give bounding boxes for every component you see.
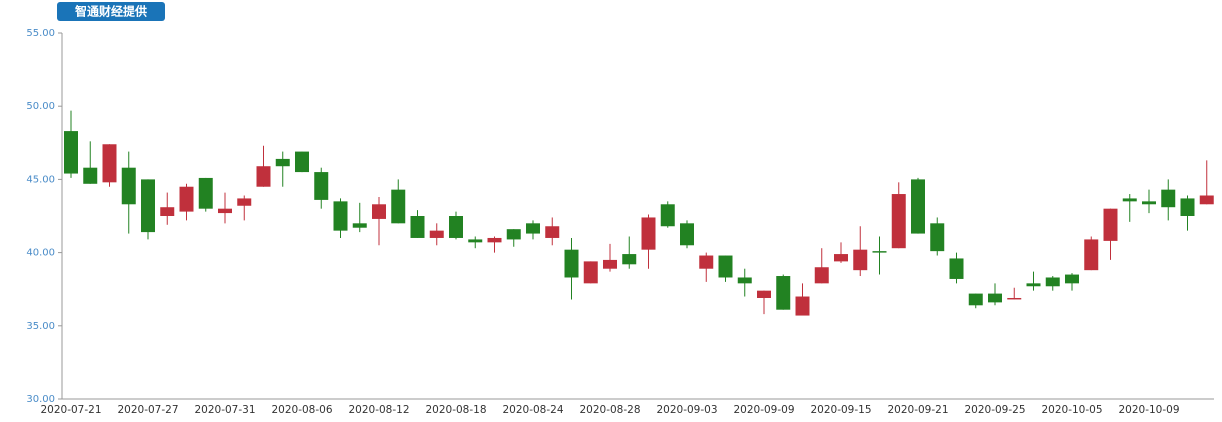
candle-body <box>275 158 290 167</box>
candle-body <box>660 204 675 227</box>
candle-body <box>891 194 906 249</box>
x-tick-label: 2020-07-31 <box>194 404 255 416</box>
candle-body <box>603 259 617 269</box>
candle-body <box>256 166 271 187</box>
candle-body <box>102 144 117 183</box>
y-tick-label: 35.00 <box>26 321 55 332</box>
candle-body <box>429 230 444 238</box>
x-tick-label: 2020-09-03 <box>656 404 717 416</box>
candle-body <box>1007 297 1022 300</box>
candle-body <box>295 151 309 173</box>
x-tick-label: 2020-07-27 <box>117 404 178 416</box>
candle-body <box>372 204 386 219</box>
candle-body <box>1122 198 1137 202</box>
candle-body <box>506 229 521 240</box>
candle-body <box>872 251 887 253</box>
y-tick-label: 55.00 <box>26 28 55 39</box>
y-tick-label: 40.00 <box>26 248 55 259</box>
candle-body <box>1161 189 1176 208</box>
candle-body <box>64 131 78 174</box>
y-tick-label: 30.00 <box>26 394 55 405</box>
candle-body <box>622 254 637 265</box>
candle-body <box>776 276 791 310</box>
candle-body <box>1045 277 1060 287</box>
candle-body <box>198 177 213 209</box>
candle-body <box>834 254 848 262</box>
x-tick-label: 2020-09-15 <box>810 404 871 416</box>
candle-body <box>179 186 194 212</box>
candle-body <box>237 198 252 206</box>
y-tick-label: 50.00 <box>26 101 55 112</box>
candle-body <box>160 207 175 216</box>
candle-body <box>487 237 502 243</box>
candle-body <box>1180 198 1195 216</box>
candle-body <box>814 267 829 284</box>
x-tick-label: 2020-10-09 <box>1118 404 1179 416</box>
x-tick-label: 2020-08-12 <box>348 404 409 416</box>
candle-body <box>1103 208 1118 241</box>
candle-body <box>583 261 598 284</box>
candle-body <box>911 179 925 234</box>
candle-body <box>1065 274 1079 284</box>
candle-body <box>1199 195 1214 205</box>
candle-body <box>218 208 232 214</box>
x-tick-label: 2020-10-05 <box>1041 404 1102 416</box>
candle-body <box>391 189 406 224</box>
candle-body <box>680 223 694 246</box>
x-tick-label: 2020-07-21 <box>40 404 101 416</box>
candle-body <box>449 216 463 238</box>
candle-body <box>314 172 329 200</box>
candle-body <box>333 201 348 231</box>
candle-body <box>641 217 656 250</box>
candle-body <box>545 226 560 238</box>
candle-body <box>526 223 540 234</box>
candle-body <box>564 249 579 278</box>
candle-body <box>121 167 136 205</box>
candle-body <box>699 255 714 269</box>
candle-body <box>1142 201 1156 205</box>
candle-body <box>795 296 810 316</box>
candle-body <box>468 239 483 243</box>
x-tick-label: 2020-08-18 <box>425 404 486 416</box>
badge: 智通财经提供 <box>74 4 147 19</box>
candle-body <box>968 293 983 306</box>
candle-body <box>853 249 868 271</box>
candle-body <box>930 223 945 252</box>
x-tick-label: 2020-08-24 <box>502 404 563 416</box>
candle-body <box>737 277 752 284</box>
candle-body <box>141 179 155 233</box>
candle-body <box>1084 239 1099 271</box>
candle-body <box>949 258 964 279</box>
badge-bg <box>57 2 165 21</box>
x-tick-label: 2020-09-09 <box>733 404 794 416</box>
y-tick-label: 45.00 <box>26 174 55 185</box>
candle-body <box>1026 283 1041 287</box>
candle-body <box>718 255 733 278</box>
x-tick-label: 2020-08-06 <box>271 404 332 416</box>
x-tick-label: 2020-08-28 <box>579 404 640 416</box>
candle-body <box>410 216 425 238</box>
candle-body <box>352 223 367 228</box>
x-tick-label: 2020-09-21 <box>887 404 948 416</box>
candle-body <box>988 293 1002 303</box>
candle-body <box>83 167 98 184</box>
x-tick-label: 2020-09-25 <box>964 404 1025 416</box>
candle-body <box>757 290 771 298</box>
